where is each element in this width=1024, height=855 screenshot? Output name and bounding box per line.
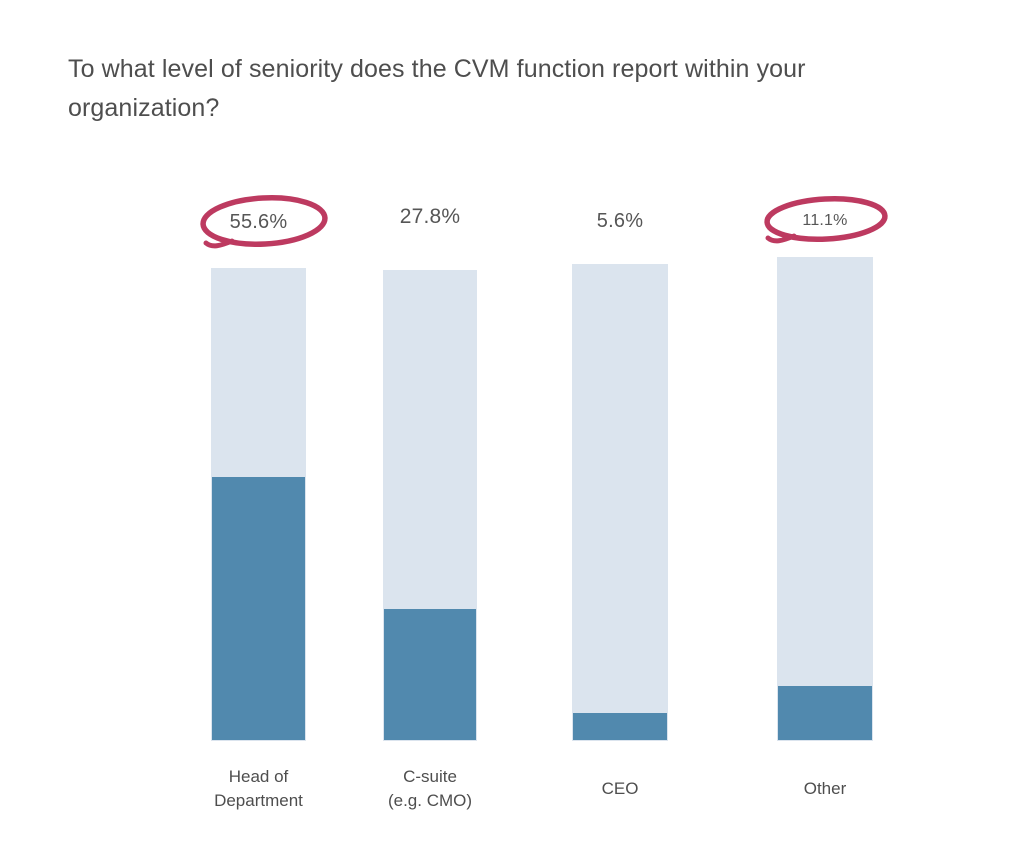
chart-title: To what level of seniority does the CVM … xyxy=(68,50,968,128)
category-label-line: CEO xyxy=(601,779,639,798)
category-label-line: C-suite xyxy=(403,767,457,786)
bar-fill xyxy=(778,686,872,740)
category-label-line: Other xyxy=(803,779,847,798)
category-label-line: Department xyxy=(214,791,303,810)
category-label-line: Head of xyxy=(228,767,289,786)
bar-fill xyxy=(384,609,476,740)
bar-track xyxy=(211,268,306,741)
bar-fill xyxy=(212,477,305,740)
value-label: 55.6% xyxy=(229,211,288,233)
category-label: Other xyxy=(735,760,915,818)
chart-title-line-1: To what level of seniority does the CVM … xyxy=(68,55,806,83)
bar-track xyxy=(572,264,668,741)
chart-title-line-2: organization? xyxy=(68,94,220,122)
category-label: C-suite (e.g. CMO) xyxy=(340,760,520,818)
value-label: 11.1% xyxy=(802,212,848,229)
value-label: 5.6% xyxy=(596,210,644,232)
value-label: 27.8% xyxy=(399,205,461,228)
bar-track xyxy=(383,270,477,741)
category-label: CEO xyxy=(530,760,710,818)
category-label: Head of Department xyxy=(169,760,349,818)
category-label-line: (e.g. CMO) xyxy=(387,791,473,810)
bar-track xyxy=(777,257,873,741)
bar-fill xyxy=(573,713,667,740)
